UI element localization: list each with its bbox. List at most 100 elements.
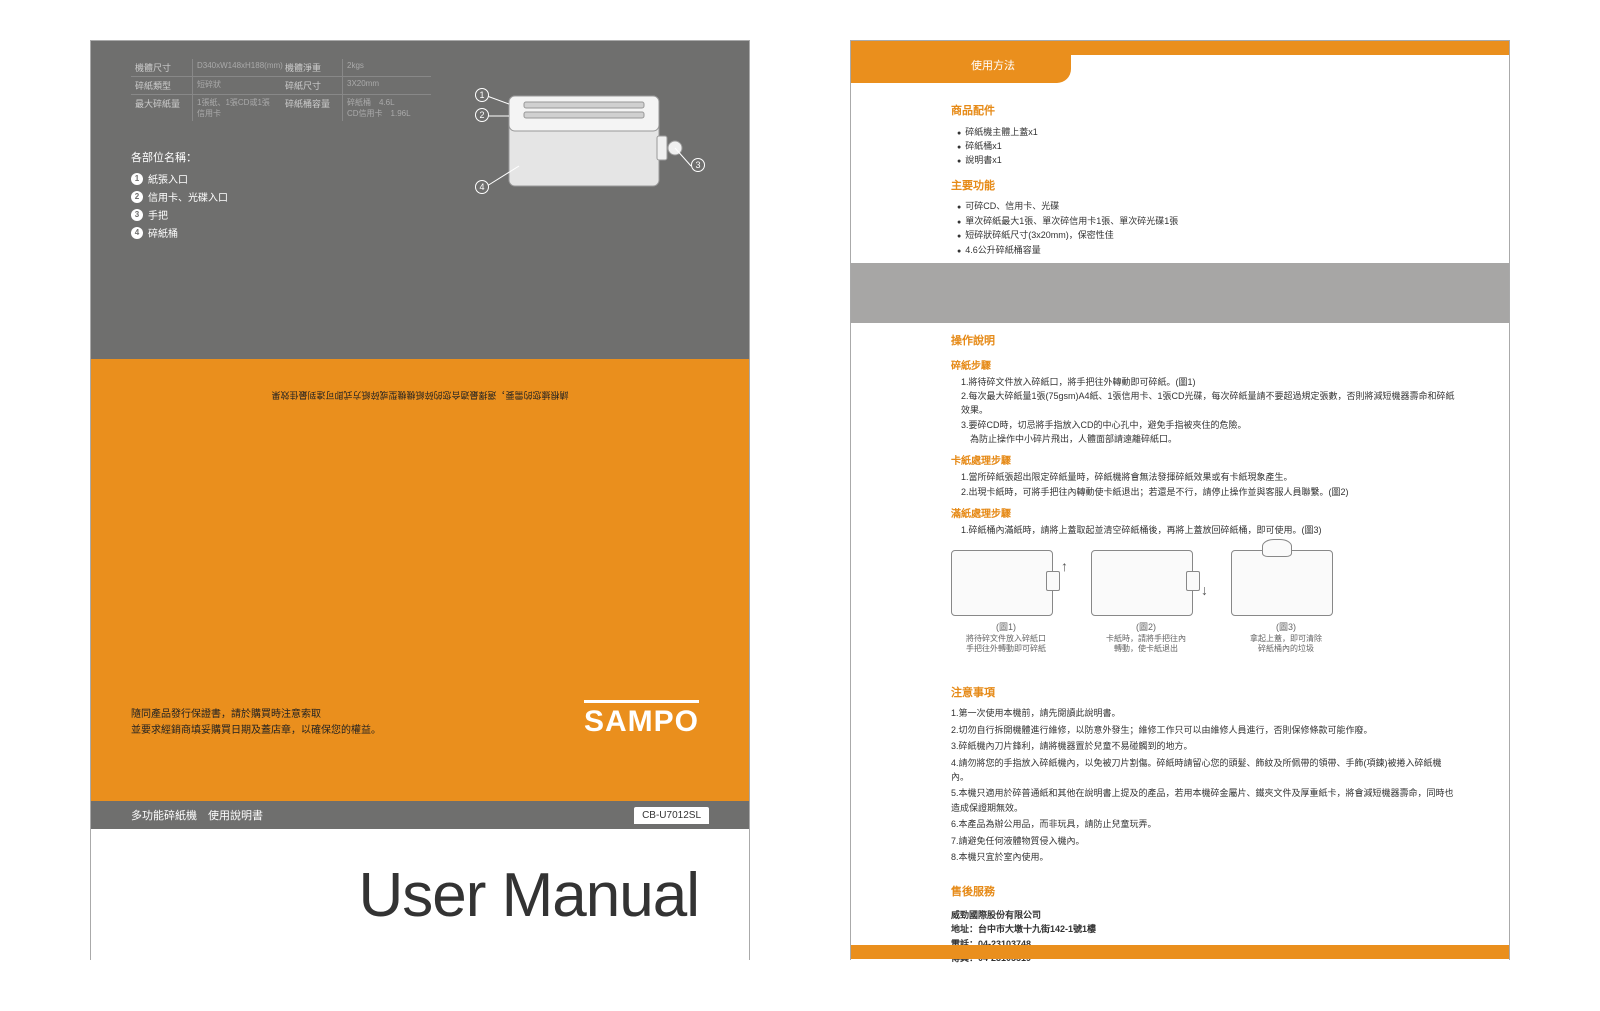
- list-item: 1.將待碎文件放入碎紙口，將手把往外轉動即可碎紙。(圖1): [957, 375, 1459, 389]
- part-num: 3: [131, 209, 143, 221]
- figure-caption: (圖1): [951, 620, 1061, 634]
- brand-text: SAMPO: [584, 705, 699, 739]
- spec-label: 機體尺寸: [131, 59, 193, 76]
- figure-row: ↑ (圖1) 將待碎文件放入碎紙口 手把往外轉動即可碎紙 ↑ (圖2) 卡紙時，…: [951, 550, 1459, 655]
- figure-desc: 卡紙時，請將手把往內: [1091, 634, 1201, 644]
- figure-desc: 轉動，使卡紙退出: [1091, 644, 1201, 654]
- callout-1: 1: [475, 88, 489, 102]
- full-heading: 滿紙處理步驟: [951, 507, 1459, 523]
- list-item: 6.本產品為辦公用品，而非玩具，請防止兒童玩弄。: [951, 817, 1459, 831]
- caution-heading: 注意事項: [951, 685, 1459, 703]
- figure-illustration: ↑: [951, 550, 1053, 616]
- list-item: 說明書x1: [957, 153, 1459, 167]
- callout-3: 3: [691, 158, 705, 172]
- list-item: 4.請勿將您的手指放入碎紙機內，以免被刀片割傷。碎紙時請留心您的頭髮、飾紋及所佩…: [951, 756, 1459, 785]
- part-label: 信用卡、光碟入口: [148, 189, 228, 204]
- figure-desc: 拿起上蓋，即可清除: [1231, 634, 1341, 644]
- list-item: 碎紙機主體上蓋x1: [957, 125, 1459, 139]
- warranty-note: 隨同產品發行保證書，請於購買時注意索取 並要求經銷商填妥購買日期及蓋店章，以確保…: [131, 707, 381, 739]
- figure-desc: 手把往外轉動即可碎紙: [951, 644, 1061, 654]
- list-item: 短碎狀碎紙尺寸(3x20mm)，保密性佳: [957, 228, 1459, 242]
- part-label: 紙張入口: [148, 171, 188, 186]
- list-item: 1.當所碎紙張超出限定碎紙量時，碎紙機將會無法發揮碎紙效果或有卡紙現象產生。: [957, 470, 1459, 484]
- figure-1: ↑ (圖1) 將待碎文件放入碎紙口 手把往外轉動即可碎紙: [951, 550, 1061, 655]
- gray-divider: [851, 263, 1509, 323]
- spec-value: 2kgs: [343, 59, 431, 76]
- bottom-strip: [851, 945, 1509, 959]
- spec-panel: 機體尺寸 D340xW148xH188(mm) 機體淨重 2kgs 碎紙類型 短…: [91, 41, 749, 359]
- list-item: 可碎CD、信用卡、光碟: [957, 199, 1459, 213]
- part-label: 碎紙桶: [148, 225, 178, 240]
- rotated-note: 請根據您的需要，選擇最適合您的碎紙機機型或碎紙方式即可達到最佳效果: [271, 389, 568, 402]
- list-item: 為防止操作中小碎片飛出，人體面部請遠離碎紙口。: [957, 432, 1459, 446]
- part-num: 2: [131, 191, 143, 203]
- operation-heading: 操作說明: [951, 333, 1459, 351]
- tab-label: 使用方法: [971, 57, 1015, 73]
- spec-label: 碎紙桶容量: [281, 95, 343, 121]
- spec-table: 機體尺寸 D340xW148xH188(mm) 機體淨重 2kgs 碎紙類型 短…: [131, 59, 431, 121]
- part-num: 1: [131, 173, 143, 185]
- callout-4: 4: [475, 180, 489, 194]
- list-item: 3.碎紙機內刀片鋒利，請將機器置於兒童不易碰觸到的地方。: [951, 739, 1459, 753]
- features-list: 可碎CD、信用卡、光碟 單次碎紙最大1張、單次碎信用卡1張、單次碎光碟1張 短碎…: [957, 199, 1459, 257]
- full-steps: 1.碎紙桶內滿紙時，請將上蓋取起並清空碎紙桶後，再將上蓋放回碎紙桶，即可使用。(…: [957, 523, 1459, 537]
- spec-value: 短碎狀: [193, 77, 281, 94]
- title-bar: 多功能碎紙機 使用說明書 CB-U7012SL: [91, 801, 749, 829]
- service-heading: 售後服務: [951, 884, 1459, 902]
- figure-desc: 將待碎文件放入碎紙口: [951, 634, 1061, 644]
- figure-caption: (圖3): [1231, 620, 1341, 634]
- warranty-line: 並要求經銷商填妥購買日期及蓋店章，以確保您的權益。: [131, 723, 381, 739]
- spec-value: 1張紙、1張CD或1張信用卡: [193, 95, 281, 121]
- warranty-line: 隨同產品發行保證書，請於購買時注意索取: [131, 707, 381, 723]
- manual-content-page: 使用方法 商品配件 碎紙機主體上蓋x1 碎紙桶x1 說明書x1 主要功能 可碎C…: [850, 40, 1510, 960]
- shred-steps: 1.將待碎文件放入碎紙口，將手把往外轉動即可碎紙。(圖1) 2.每次最大碎紙量1…: [957, 375, 1459, 447]
- brand-logo: SAMPO: [584, 700, 699, 739]
- content-body: 商品配件 碎紙機主體上蓋x1 碎紙桶x1 說明書x1 主要功能 可碎CD、信用卡…: [851, 83, 1509, 985]
- list-item: 單次碎紙最大1張、單次碎信用卡1張、單次碎光碟1張: [957, 214, 1459, 228]
- figure-3: (圖3) 拿起上蓋，即可清除 碎紙桶內的垃圾: [1231, 550, 1341, 655]
- jam-heading: 卡紙處理步驟: [951, 454, 1459, 470]
- spec-label: 最大碎紙量: [131, 95, 193, 121]
- figure-2: ↑ (圖2) 卡紙時，請將手把往內 轉動，使卡紙退出: [1091, 550, 1201, 655]
- list-item: 2.出現卡紙時，可將手把往內轉動使卡紙退出；若還是不行，請停止操作並與客服人員聯…: [957, 485, 1459, 499]
- list-item: 2.切勿自行拆開機體進行維修，以防意外發生；維修工作只可以由維修人員進行，否則保…: [951, 723, 1459, 737]
- figure-illustration: [1231, 550, 1333, 616]
- cover-orange-panel: 請根據您的需要，選擇最適合您的碎紙機機型或碎紙方式即可達到最佳效果 隨同產品發行…: [91, 359, 749, 829]
- spec-value-line: CD信用卡 1.96L: [347, 108, 427, 119]
- figure-desc: 碎紙桶內的垃圾: [1231, 644, 1341, 654]
- company-name: 威勁國際股份有限公司: [951, 908, 1459, 922]
- callout-2: 2: [475, 108, 489, 122]
- part-label: 手把: [148, 207, 168, 222]
- section-tab: 使用方法: [851, 55, 1509, 83]
- list-item: 1.第一次使用本機前，請先閱讀此說明書。: [951, 706, 1459, 720]
- list-item: 7.請避免任何液體物質侵入機內。: [951, 834, 1459, 848]
- list-item: 4.6公升碎紙桶容量: [957, 243, 1459, 257]
- model-number: CB-U7012SL: [634, 807, 709, 824]
- spec-label: 碎紙尺寸: [281, 77, 343, 94]
- manual-cover-page: 機體尺寸 D340xW148xH188(mm) 機體淨重 2kgs 碎紙類型 短…: [90, 40, 750, 960]
- jam-steps: 1.當所碎紙張超出限定碎紙量時，碎紙機將會無法發揮碎紙效果或有卡紙現象產生。 2…: [957, 470, 1459, 499]
- features-heading: 主要功能: [951, 178, 1459, 196]
- user-manual-title: User Manual: [359, 860, 699, 931]
- spec-label: 機體淨重: [281, 59, 343, 76]
- part-item: 4 碎紙桶: [131, 225, 709, 240]
- shred-heading: 碎紙步驟: [951, 359, 1459, 375]
- accessories-list: 碎紙機主體上蓋x1 碎紙桶x1 說明書x1: [957, 125, 1459, 168]
- list-item: 8.本機只宜於室內使用。: [951, 850, 1459, 864]
- spec-value: 碎紙桶 4.6L CD信用卡 1.96L: [343, 95, 431, 121]
- figure-illustration: ↑: [1091, 550, 1193, 616]
- list-item: 5.本機只適用於碎普通紙和其他在說明書上提及的產品，若用本機碎金屬片、鐵夾文件及…: [951, 786, 1459, 815]
- top-strip: [851, 41, 1509, 55]
- cover-bottom: User Manual: [91, 829, 749, 961]
- company-address: 地址：台中市大墩十九街142-1號1樓: [951, 922, 1459, 936]
- caution-list: 1.第一次使用本機前，請先閱讀此說明書。 2.切勿自行拆開機體進行維修，以防意外…: [951, 706, 1459, 864]
- list-item: 碎紙桶x1: [957, 139, 1459, 153]
- accessories-heading: 商品配件: [951, 103, 1459, 121]
- spec-label: 碎紙類型: [131, 77, 193, 94]
- part-num: 4: [131, 227, 143, 239]
- list-item: 2.每次最大碎紙量1張(75gsm)A4紙、1張信用卡、1張CD光碟，每次碎紙量…: [957, 389, 1459, 418]
- figure-caption: (圖2): [1091, 620, 1201, 634]
- list-item: 1.碎紙桶內滿紙時，請將上蓋取起並清空碎紙桶後，再將上蓋放回碎紙桶，即可使用。(…: [957, 523, 1459, 537]
- spec-value: D340xW148xH188(mm): [193, 59, 281, 76]
- spec-value-line: 碎紙桶 4.6L: [347, 97, 427, 108]
